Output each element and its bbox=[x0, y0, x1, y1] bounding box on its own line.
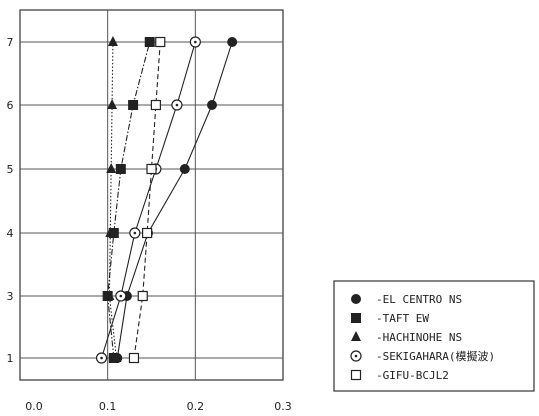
data-point bbox=[128, 100, 139, 110]
axis-ticks: 0.0 0.1 0.2 0.3 1 3 4 5 6 7 bbox=[7, 36, 292, 413]
series-0 bbox=[112, 37, 238, 363]
open-circle-dot bbox=[354, 354, 358, 358]
series-4 bbox=[128, 36, 166, 364]
data-point bbox=[150, 99, 161, 111]
legend-label: -TAFT EW bbox=[376, 312, 429, 325]
data-point bbox=[108, 228, 119, 238]
data-point bbox=[106, 163, 117, 173]
data-point bbox=[179, 164, 190, 174]
open-circle-dot bbox=[100, 356, 103, 360]
data-series bbox=[95, 36, 238, 364]
series-line bbox=[108, 41, 117, 359]
legend-label: -EL CENTRO NS bbox=[376, 293, 462, 306]
series-line bbox=[133, 41, 161, 359]
series-line bbox=[107, 41, 151, 359]
legend-label: -HACHINOHE NS bbox=[376, 331, 462, 344]
series-2 bbox=[104, 36, 122, 362]
x-tick-label: 0.0 bbox=[25, 400, 43, 413]
data-point bbox=[142, 227, 153, 239]
plot-frame bbox=[19, 9, 284, 381]
chart-grid bbox=[19, 9, 284, 381]
data-point bbox=[137, 290, 148, 302]
legend-box bbox=[333, 280, 535, 392]
series-3 bbox=[95, 36, 201, 364]
x-tick-label: 0.2 bbox=[187, 400, 205, 413]
data-point bbox=[128, 352, 140, 364]
y-tick-label: 7 bbox=[7, 36, 14, 49]
series-line bbox=[101, 41, 196, 359]
data-point bbox=[155, 36, 166, 48]
x-tick-label: 0.1 bbox=[99, 400, 117, 413]
data-point bbox=[107, 36, 118, 46]
legend-marker bbox=[351, 331, 361, 341]
data-point bbox=[105, 227, 116, 237]
chart-legend: -EL CENTRO NS -TAFT EW -HACHINOHE NS -SEKIG… bbox=[333, 280, 535, 392]
y-tick-label: 6 bbox=[7, 99, 14, 112]
legend-label: -SEKIGAHARA(模擬波) bbox=[376, 349, 495, 363]
open-circle-dot bbox=[194, 40, 197, 44]
data-point bbox=[146, 163, 157, 175]
data-point bbox=[104, 290, 115, 300]
data-point bbox=[111, 352, 122, 362]
legend-marker bbox=[350, 369, 362, 381]
data-point bbox=[107, 99, 118, 109]
y-tick-label: 4 bbox=[7, 227, 14, 240]
data-point bbox=[115, 164, 126, 174]
x-tick-label: 0.3 bbox=[274, 400, 292, 413]
y-tick-label: 3 bbox=[7, 290, 14, 303]
y-tick-label: 1 bbox=[7, 352, 14, 365]
open-circle-dot bbox=[175, 103, 179, 107]
open-circle-dot bbox=[119, 294, 123, 298]
series-line bbox=[116, 41, 233, 359]
y-tick-label: 5 bbox=[7, 163, 14, 176]
data-point bbox=[144, 37, 155, 47]
legend-label: -GIFU-BCJL2 bbox=[376, 369, 449, 382]
open-circle-dot bbox=[133, 231, 137, 235]
data-point bbox=[227, 37, 238, 47]
legend-marker bbox=[351, 313, 361, 323]
legend-marker bbox=[351, 294, 361, 304]
data-point bbox=[206, 100, 217, 110]
